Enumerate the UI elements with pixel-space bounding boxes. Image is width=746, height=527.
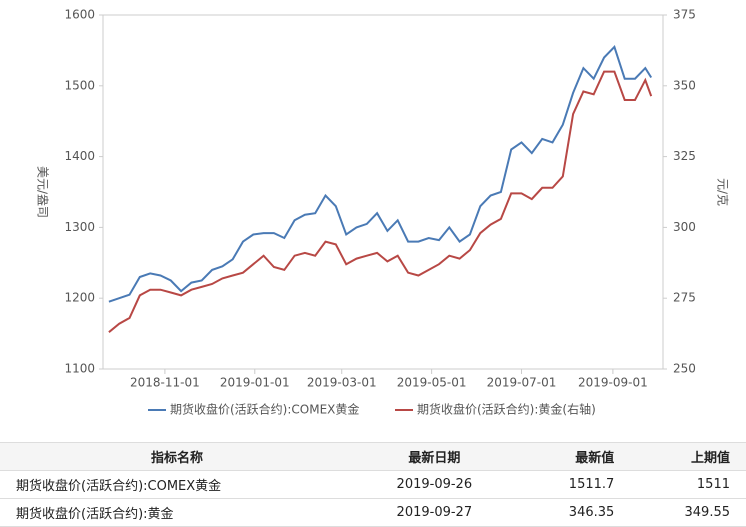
y-axis-label: 美元/盎司	[36, 166, 50, 218]
table-cell: 2019-09-27	[354, 498, 515, 527]
y-tick-label: 1100	[64, 362, 95, 376]
y-tick-label: 1200	[64, 291, 95, 305]
x-tick-label: 2018-11-01	[130, 376, 200, 390]
data-table: 指标名称 最新日期 最新值 上期值 期货收盘价(活跃合约):COMEX黄金 2019-09…	[0, 442, 746, 527]
y2-tick-label: 375	[673, 8, 696, 22]
y2-tick-label: 275	[673, 291, 696, 305]
table-body: 期货收盘价(活跃合约):COMEX黄金 2019-09-26 1511.7 1511 期…	[0, 470, 746, 527]
legend-label: 期货收盘价(活跃合约):黄金(右轴)	[417, 402, 596, 417]
column-header: 上期值	[630, 442, 746, 471]
table-cell: 期货收盘价(活跃合约):COMEX黄金	[0, 470, 355, 499]
table-cell: 2019-09-26	[354, 470, 515, 499]
y2-tick-label: 325	[673, 149, 696, 163]
y-tick-label: 1600	[64, 8, 95, 22]
y2-axis-label: 元/克	[716, 178, 730, 206]
series-line	[108, 45, 653, 303]
table-header: 指标名称 最新日期 最新值 上期值	[0, 442, 746, 471]
column-header: 最新值	[514, 442, 631, 471]
table-row: 期货收盘价(活跃合约):黄金 2019-09-27 346.35 349.55	[0, 498, 746, 527]
table-cell: 349.55	[630, 498, 746, 527]
table-row: 期货收盘价(活跃合约):COMEX黄金 2019-09-26 1511.7 1511	[0, 470, 746, 499]
column-header: 指标名称	[0, 442, 355, 471]
column-header: 最新日期	[354, 442, 515, 471]
legend-label: 期货收盘价(活跃合约):COMEX黄金	[170, 402, 359, 417]
y2-tick-label: 250	[673, 362, 696, 376]
y2-tick-label: 300	[673, 220, 696, 234]
x-tick-label: 2019-05-01	[397, 376, 467, 390]
x-tick-label: 2019-03-01	[307, 376, 377, 390]
y-tick-label: 1500	[64, 78, 95, 92]
table-cell: 1511	[630, 470, 746, 499]
x-tick-label: 2019-07-01	[487, 376, 557, 390]
y-tick-label: 1300	[64, 220, 95, 234]
y-tick-label: 1400	[64, 149, 95, 163]
x-tick-label: 2019-01-01	[220, 376, 290, 390]
chart: 美元/盎司 元/克 1100 1200 1300 1400 1500 1600 250 275…	[36, 8, 730, 417]
table-cell: 346.35	[514, 498, 631, 527]
plot-frame	[102, 14, 664, 370]
series-line	[108, 70, 653, 333]
y2-tick-label: 350	[673, 78, 696, 92]
x-tick-label: 2019-09-01	[578, 376, 648, 390]
table-cell: 1511.7	[514, 470, 631, 499]
table-cell: 期货收盘价(活跃合约):黄金	[0, 498, 355, 527]
